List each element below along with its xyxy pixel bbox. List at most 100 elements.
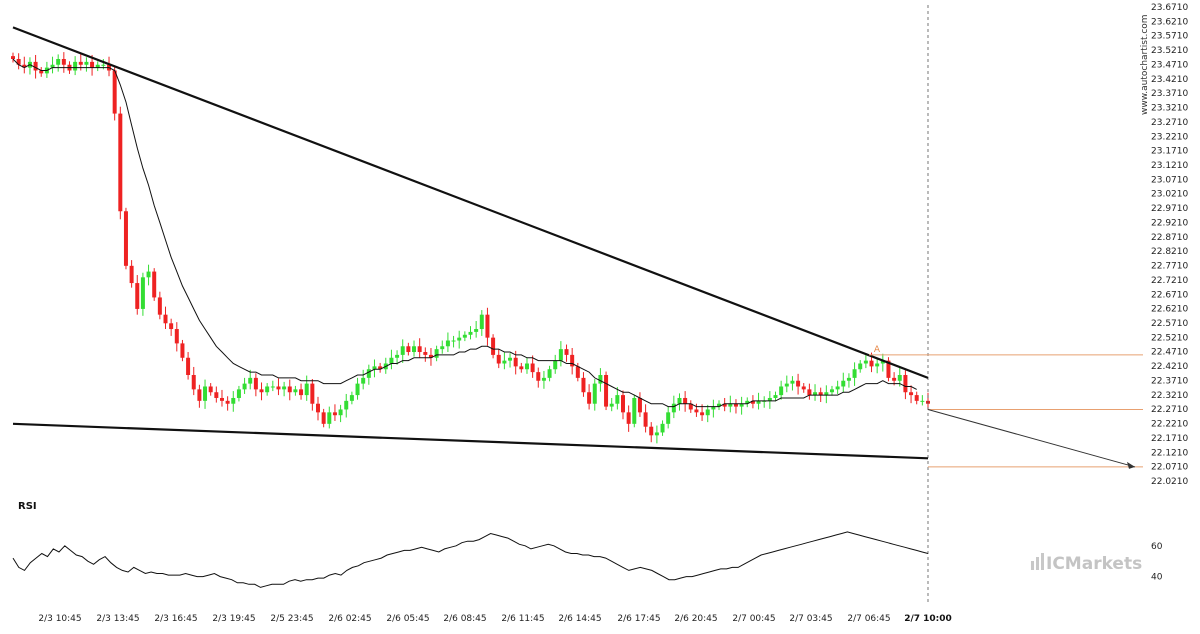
- candle-body: [829, 389, 834, 393]
- candle-body: [575, 366, 580, 378]
- candle-body: [807, 389, 812, 396]
- candle-body: [632, 397, 637, 424]
- candle-body: [180, 343, 185, 358]
- candle-body: [621, 395, 625, 413]
- candle-body: [728, 403, 733, 407]
- candle-body: [700, 412, 705, 416]
- candle-body: [722, 403, 727, 407]
- rsi-plot: [12, 531, 929, 588]
- y-tick-label: 23.5710: [1151, 32, 1188, 42]
- candle-body: [146, 271, 151, 278]
- candle-body: [451, 340, 456, 342]
- candle-body: [717, 403, 722, 407]
- y-tick-label: 23.1210: [1151, 161, 1188, 171]
- y-tick-label: 22.9710: [1151, 204, 1188, 214]
- y-tick-label: 22.0710: [1151, 463, 1188, 473]
- candle-body: [112, 70, 117, 114]
- candle-body: [248, 377, 253, 384]
- brand-name: ICMarkets: [1046, 554, 1142, 574]
- rsi-axis: 60 40: [1151, 542, 1163, 583]
- candle-body: [705, 409, 710, 416]
- candle-body: [400, 346, 405, 355]
- rsi-tick-label: 40: [1151, 573, 1163, 583]
- y-tick-label: 23.1710: [1151, 147, 1188, 157]
- x-tick-label: 2/3 16:45: [154, 614, 197, 624]
- candle-body: [598, 374, 603, 384]
- y-tick-label: 22.9210: [1151, 218, 1188, 228]
- candle-body: [903, 374, 908, 393]
- x-tick-label: 2/6 14:45: [558, 614, 601, 624]
- candle-body: [671, 403, 676, 413]
- candle-body: [332, 412, 337, 416]
- y-tick-label: 22.8710: [1151, 233, 1188, 243]
- x-tick-label: 2/6 02:45: [328, 614, 371, 624]
- candle-body: [474, 329, 479, 332]
- candle-body: [378, 366, 383, 370]
- y-tick-label: 23.0210: [1151, 190, 1188, 200]
- candle-body: [496, 354, 501, 364]
- candle-body: [361, 377, 366, 384]
- pattern-overlays: A: [12, 5, 1143, 605]
- candle-body: [174, 329, 179, 344]
- candle-body: [242, 383, 247, 390]
- watermark-url: www.autochartist.com: [1140, 14, 1150, 115]
- candle-body: [33, 61, 38, 71]
- y-tick-label: 22.2710: [1151, 405, 1188, 415]
- candle-body: [491, 337, 496, 355]
- x-tick-label: 2/7 06:45: [847, 614, 890, 624]
- candle-body: [750, 400, 755, 404]
- x-tick-label: 2/6 05:45: [386, 614, 429, 624]
- candle-body: [790, 380, 795, 384]
- candle-body: [824, 392, 829, 396]
- candle-body: [694, 409, 699, 413]
- candle-body: [16, 58, 21, 65]
- candle-body: [265, 386, 270, 393]
- candle-body: [338, 409, 343, 416]
- x-tick-label: 2/7 03:45: [789, 614, 832, 624]
- candle-body: [225, 400, 230, 404]
- candle-body: [553, 360, 558, 370]
- candle-body: [152, 271, 157, 298]
- candle-body: [688, 403, 693, 410]
- candle-body: [123, 211, 128, 266]
- candle-body: [56, 58, 61, 65]
- candle-body: [519, 366, 524, 370]
- candle-body: [440, 346, 445, 350]
- y-tick-label: 22.7210: [1151, 276, 1188, 286]
- candle-body: [773, 395, 778, 398]
- candle-body: [920, 400, 925, 402]
- candle-body: [219, 397, 224, 401]
- y-tick-label: 23.3210: [1151, 104, 1188, 114]
- candle-body: [169, 323, 174, 330]
- candles-group: [11, 52, 930, 444]
- candle-body: [547, 369, 552, 378]
- candle-body: [485, 314, 490, 338]
- x-tick-label: 2/3 19:45: [212, 614, 255, 624]
- candle-body: [564, 349, 569, 355]
- candle-body: [316, 403, 320, 413]
- candle-body: [135, 283, 140, 309]
- x-tick-label: 2/6 11:45: [501, 614, 544, 624]
- candle-body: [587, 392, 592, 404]
- candle-body: [412, 346, 417, 353]
- candle-body: [406, 346, 411, 353]
- candle-body: [513, 357, 518, 367]
- x-tick-label: 2/6 08:45: [443, 614, 486, 624]
- x-tick-label: 2/5 23:45: [270, 614, 313, 624]
- candle-body: [524, 363, 529, 370]
- candle-body: [462, 334, 467, 338]
- candle-body: [626, 412, 631, 424]
- candle-body: [389, 357, 394, 364]
- y-tick-label: 22.6710: [1151, 290, 1188, 300]
- candle-body: [73, 61, 78, 71]
- candle-body: [609, 403, 614, 407]
- candle-body: [203, 386, 208, 401]
- x-tick-label: 2/7 00:45: [732, 614, 775, 624]
- y-tick-label: 23.4710: [1151, 60, 1188, 70]
- candle-body: [78, 61, 83, 65]
- candle-body: [841, 380, 846, 387]
- candle-body: [914, 395, 919, 401]
- candle-body: [366, 369, 371, 378]
